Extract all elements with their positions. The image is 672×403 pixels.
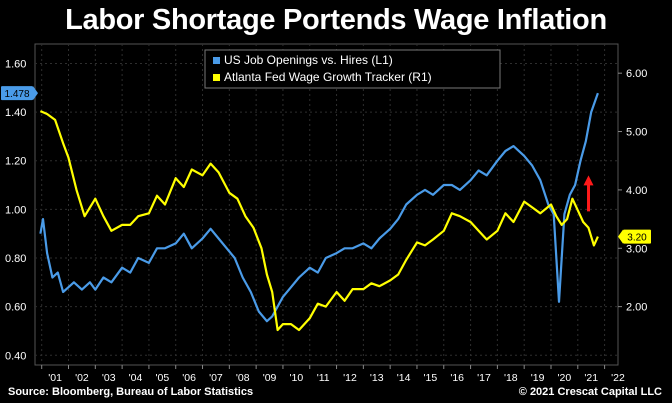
last-value-label-right: 3.20 (627, 233, 647, 244)
x-tick-label: '17 (477, 372, 491, 384)
x-tick-label: '02 (75, 372, 89, 384)
grid (34, 43, 619, 366)
last-value-label-left: 1.478 (4, 89, 29, 100)
y-left-tick-label: 1.60 (5, 58, 26, 70)
y-right-tick-label: 2.00 (626, 302, 647, 314)
x-tick-label: '10 (290, 372, 304, 384)
last-value-badge-right (623, 229, 651, 244)
x-tick-label: '13 (370, 372, 384, 384)
y-left-tick-label: 0.60 (5, 302, 26, 314)
axes: 1.60 1.40 1.20 1.00 0.80 0.60 0.40 6.00 5.00 4.00… (1, 58, 651, 384)
x-tick-label: '14 (397, 372, 411, 384)
y-left-tick-label: 0.40 (5, 350, 26, 362)
y-left-tick-label: 1.00 (5, 204, 26, 216)
y-left-tick-label: 1.20 (5, 156, 26, 168)
series-line-wage-growth-tracker (39, 110, 599, 332)
x-tick-label: '07 (209, 372, 223, 384)
y-right-tick-label: 6.00 (626, 68, 647, 80)
x-tick-label: '20 (558, 372, 572, 384)
chart-title: Labor Shortage Portends Wage Inflation (65, 4, 607, 36)
legend: US Job Openings vs. Hires (L1) Atlanta Fe… (204, 49, 501, 89)
plot-frame (34, 43, 619, 366)
last-value-pointer-right (618, 229, 623, 244)
legend-swatch (213, 74, 220, 81)
x-tick-label: '04 (129, 372, 143, 384)
x-tick-label: '15 (424, 372, 438, 384)
x-tick-label: '03 (102, 372, 116, 384)
x-tick-label: '16 (450, 372, 464, 384)
last-value-pointer-left (33, 86, 38, 101)
legend-label: US Job Openings vs. Hires (L1) (224, 53, 393, 67)
x-tick-label: '06 (182, 372, 196, 384)
x-tick-label: '09 (263, 372, 277, 384)
y-right-tick-label: 5.00 (626, 127, 647, 139)
x-tick-label: '19 (531, 372, 545, 384)
x-tick-label: '22 (611, 372, 625, 384)
annotations (583, 175, 594, 212)
x-tick-label: '21 (584, 372, 598, 384)
legend-box (204, 49, 501, 89)
y-left-tick-label: 0.80 (5, 253, 26, 265)
legend-label: Atlanta Fed Wage Growth Tracker (R1) (224, 70, 432, 84)
x-tick-label: '08 (236, 372, 250, 384)
last-value-badge-left (1, 86, 33, 101)
y-right-tick-label: 4.00 (626, 185, 647, 197)
y-left-tick-label: 1.40 (5, 107, 26, 119)
x-tick-label: '18 (504, 372, 518, 384)
source-note: Source: Bloomberg, Bureau of Labor Stati… (8, 386, 254, 398)
arrow-up-head (583, 175, 594, 186)
y-right-tick-label: 3.00 (626, 243, 647, 255)
x-tick-label: '01 (48, 372, 62, 384)
legend-swatch (213, 57, 220, 64)
series-layer (39, 92, 599, 332)
series-line-job-openings-vs-hires (39, 92, 599, 323)
x-tick-label: '11 (317, 372, 330, 384)
x-tick-label: '05 (155, 372, 169, 384)
x-tick-label: '12 (343, 372, 357, 384)
copyright-note: © 2021 Crescat Capital LLC (518, 386, 662, 398)
